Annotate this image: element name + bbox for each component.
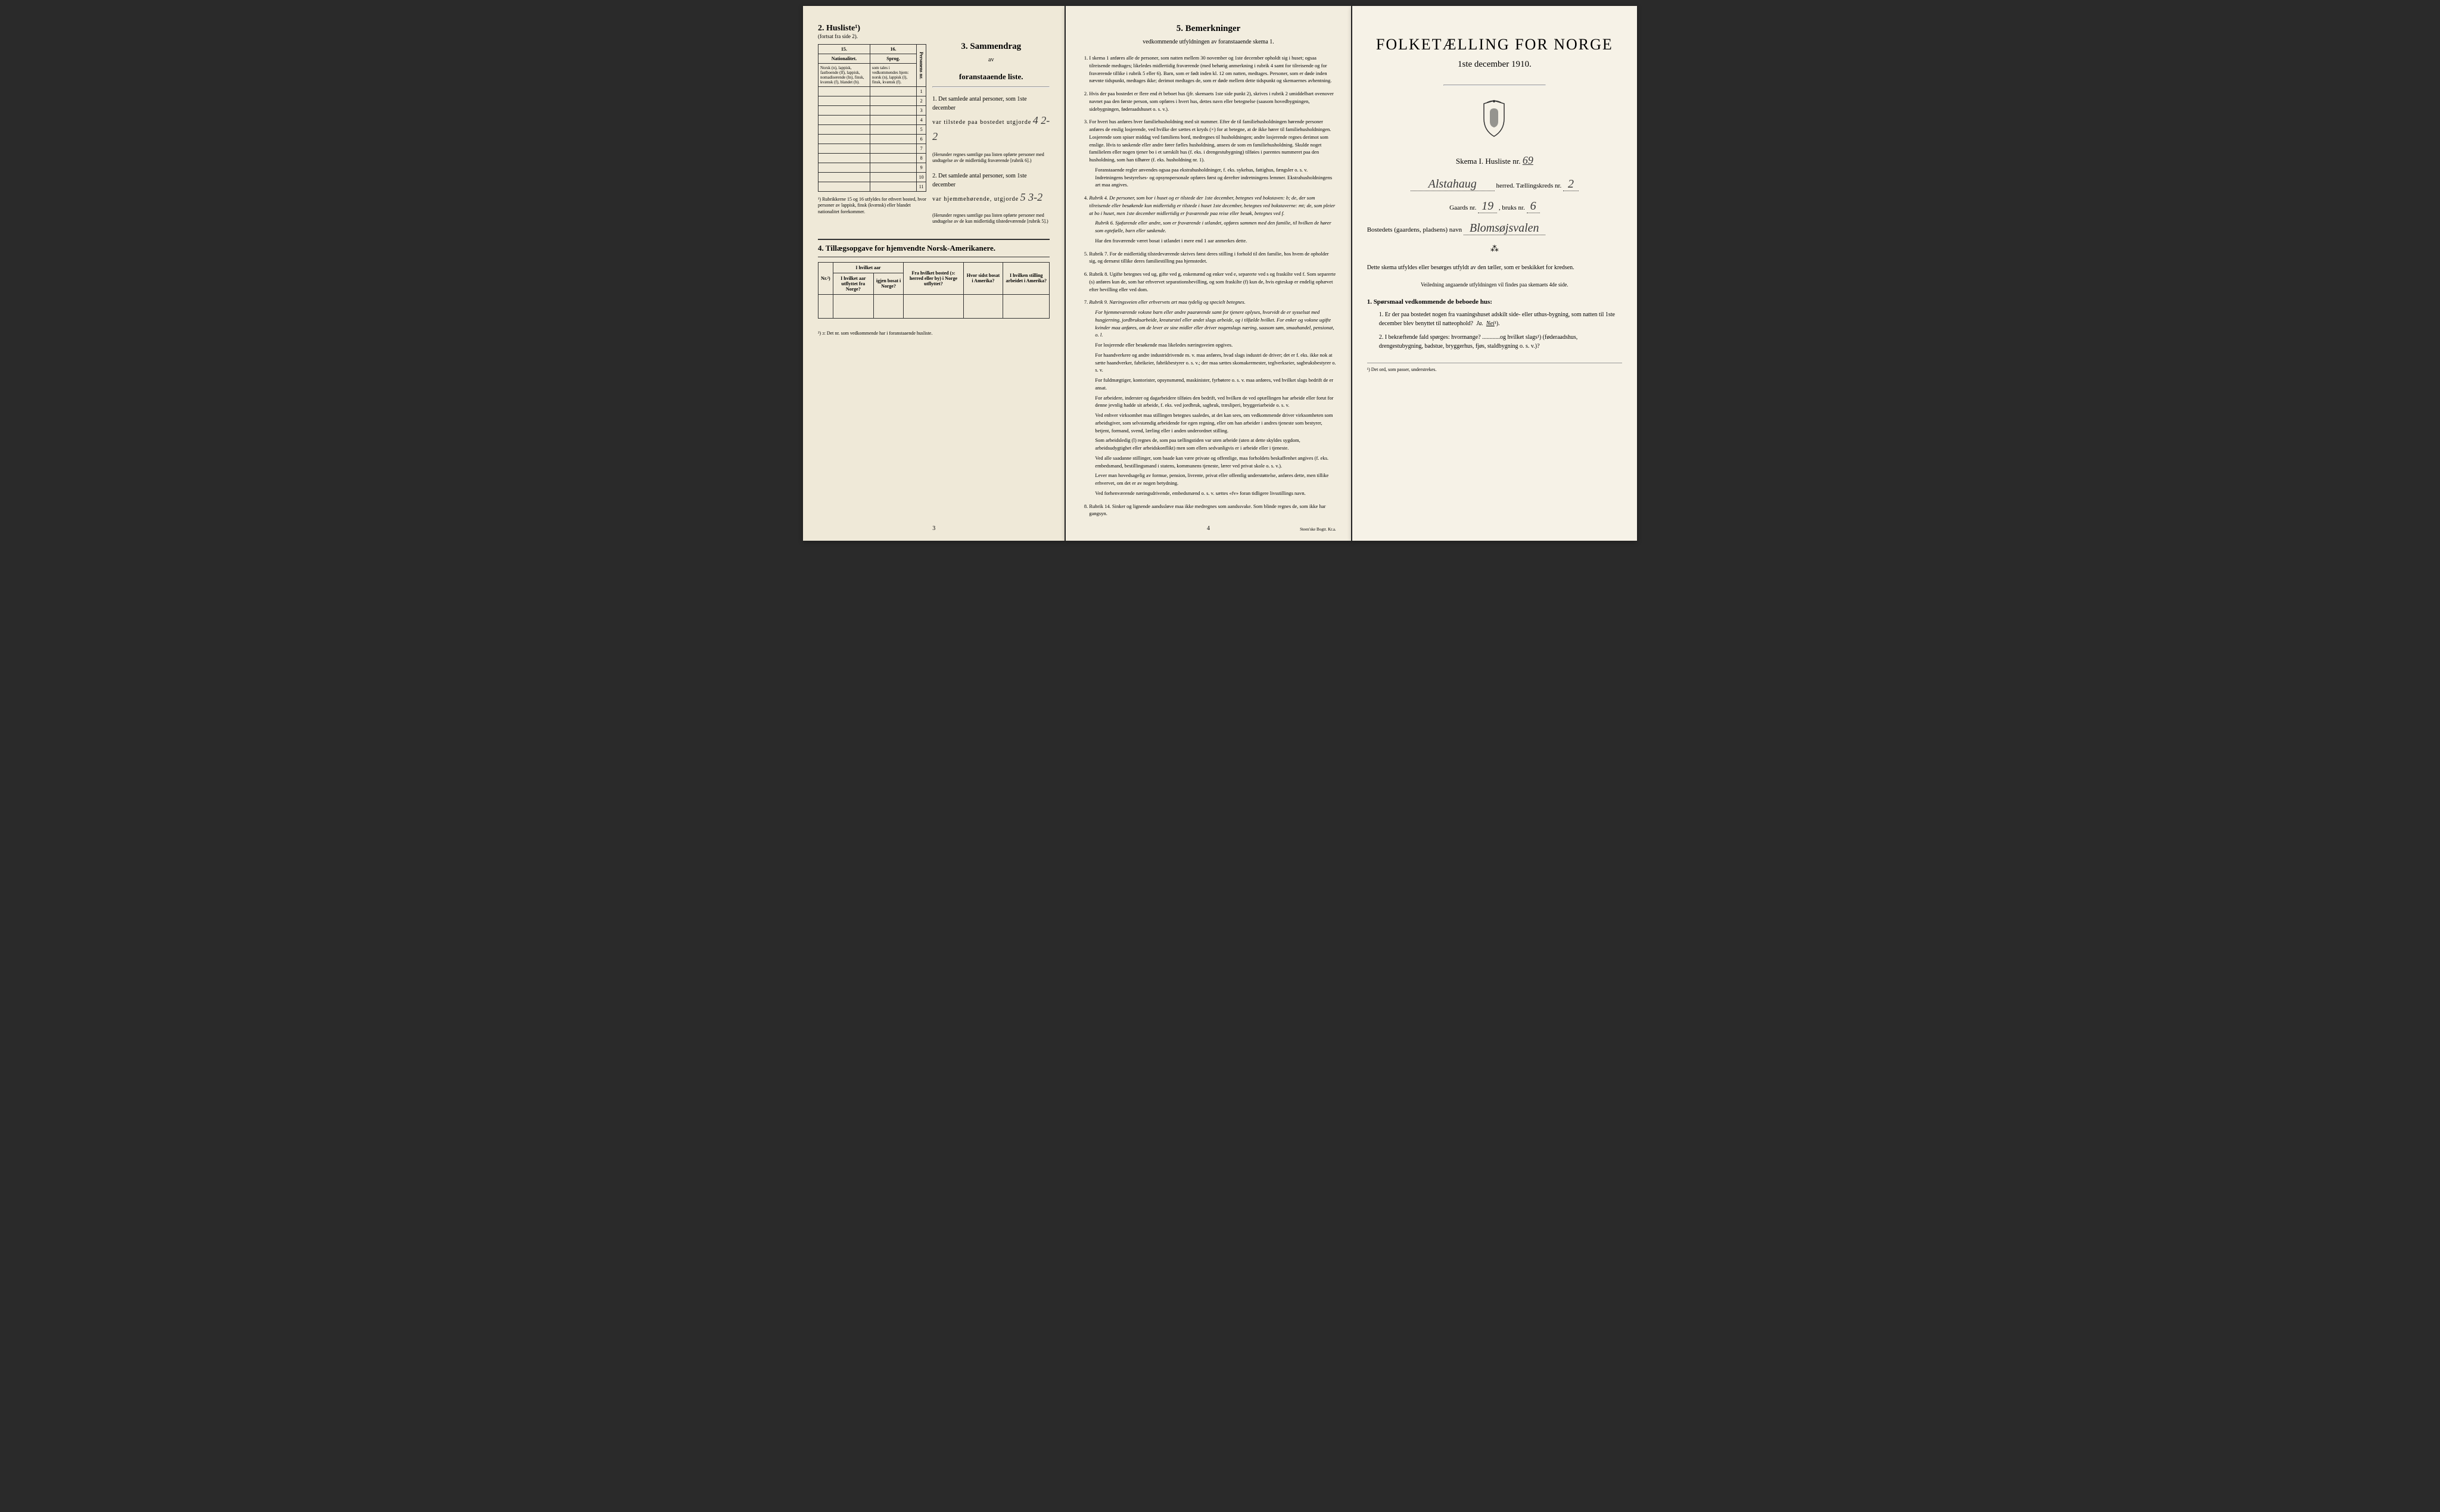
nei-option: Nei (1486, 320, 1495, 327)
sammendrag-sub1: av (932, 57, 1050, 63)
page-num-4: 4 (1207, 525, 1210, 532)
row-3: 3 (917, 106, 926, 116)
row-10: 10 (917, 173, 926, 182)
col-15: 15. (818, 45, 870, 54)
bem-7c: For haandverkere og andre industridriven… (1095, 351, 1336, 374)
bem-7d: For fuldmægtiger, kontorister, opsynsmæn… (1095, 376, 1336, 392)
coat-of-arms-icon (1478, 98, 1511, 139)
coat-of-arms (1367, 98, 1622, 142)
bem-7g: Som arbeidsledig (l) regnes de, som paa … (1095, 437, 1336, 452)
row-5: 5 (917, 125, 926, 135)
ornament: ⁂ (1367, 244, 1622, 254)
question-1: 1. Er der paa bostedet nogen fra vaaning… (1379, 310, 1622, 328)
gaards-value: 19 (1478, 199, 1497, 213)
tillaeg-col-utflyttet: I hvilket aar utflyttet fra Norge? (833, 273, 873, 294)
tillaeg-col-stilling: I hvilken stilling arbeidet i Amerika? (1003, 262, 1050, 294)
row-8: 8 (917, 154, 926, 163)
nationality-desc: Norsk (n), lappisk, fastboende (lf), lap… (818, 64, 870, 87)
herred-line: Alstahaug herred. Tællingskreds nr. 2 (1367, 177, 1622, 191)
tillaeg-col-nr: Nr.²) (818, 262, 833, 294)
sammendrag-sub2: foranstaaende liste. (932, 72, 1050, 82)
bem-7a: For hjemmeværende voksne barn eller andr… (1095, 308, 1336, 339)
main-title: FOLKETÆLLING FOR NORGE (1367, 36, 1622, 54)
bem-6: Rubrik 8. Ugifte betegnes ved ug, gifte … (1089, 270, 1336, 293)
tillaeg-table: Nr.²) I hvilket aar Fra hvilket bosted (… (818, 262, 1050, 319)
row-9: 9 (917, 163, 926, 173)
question-2: 2. I bekræftende fald spørges: hvormange… (1379, 333, 1622, 351)
bem-7f: Ved enhver virksomhet maa stillingen bet… (1095, 411, 1336, 434)
bosted-value: Blomsøjsvalen (1464, 222, 1545, 235)
right-footnote: ¹) Det ord, som passer, understrekes. (1367, 363, 1622, 372)
tillaeg-col-bosat: igjen bosat i Norge? (873, 273, 903, 294)
bem-7i: Lever man hovedsagelig av formue, pensio… (1095, 472, 1336, 487)
tillaeg-col-fra: Fra hvilket bosted (ɔ: herred eller by) … (904, 262, 963, 294)
bem-7h: Ved alle saadanne stillinger, som baade … (1095, 454, 1336, 470)
bem-1: I skema 1 anføres alle de personer, som … (1089, 54, 1336, 85)
question-header: 1. Spørsmaal vedkommende de beboede hus: (1367, 298, 1622, 305)
tillaeg-col-aar: I hvilket aar (833, 262, 904, 273)
bemerkninger-list: I skema 1 anføres alle de personer, som … (1081, 54, 1336, 517)
instruction-1: Dette skema utfyldes eller besørges utfy… (1367, 263, 1622, 272)
printer-note: Steen'ske Bogtr. Kr.a. (1300, 527, 1336, 532)
bem-4b: Har den fraværende været bosat i utlande… (1095, 237, 1336, 245)
sprog-header: Sprog. (870, 54, 916, 64)
tillaeg-col-hvor: Hvor sidst bosat i Amerika? (963, 262, 1003, 294)
bemerkninger-title: 5. Bemerkninger (1081, 24, 1336, 34)
gaards-line: Gaards nr. 19 , bruks nr. 6 (1367, 199, 1622, 213)
bem-3: For hvert hus anføres hver familiehushol… (1089, 118, 1336, 189)
bemerkninger-subtitle: vedkommende utfyldningen av foranstaaend… (1081, 39, 1336, 45)
bem-3-sub: Foranstaaende regler anvendes ogsaa paa … (1095, 166, 1336, 189)
sprog-desc: som tales i vedkommendes hjem: norsk (n)… (870, 64, 916, 87)
col-16: 16. (870, 45, 916, 54)
kreds-value: 2 (1563, 177, 1579, 191)
row-1: 1 (917, 87, 926, 96)
row-11: 11 (917, 182, 926, 192)
item2-note: (Herunder regnes samtlige paa listen opf… (932, 213, 1050, 225)
bem-4: Rubrik 4. De personer, som bor i huset o… (1089, 194, 1336, 245)
bem-7e: For arbeidere, inderster og dagarbeidere… (1095, 394, 1336, 410)
instruction-2: Veiledning angaaende utfyldningen vil fi… (1367, 281, 1622, 289)
skema-line: Skema I. Husliste nr. 69 (1367, 154, 1622, 167)
page-left: 2. Husliste¹) (fortsat fra side 2). 15. … (803, 6, 1065, 541)
date-line: 1ste december 1910. (1367, 60, 1622, 70)
bosted-line: Bostedets (gaardens, pladsens) navn Blom… (1367, 222, 1622, 235)
tillaeg-title: 4. Tillægsopgave for hjemvendte Norsk-Am… (818, 239, 1050, 257)
sammendrag-title: 3. Sammendrag (932, 42, 1050, 52)
sammendrag-item2: 2. Det samlede antal personer, som 1ste … (932, 172, 1050, 205)
bem-8: Rubrik 14. Sinker og lignende aandssløve… (1089, 503, 1336, 518)
hjemme-value: 5 3-2 (1020, 191, 1043, 203)
bruks-value: 6 (1527, 199, 1540, 213)
herred-value: Alstahaug (1411, 177, 1495, 191)
bem-5: Rubrik 7. For de midlertidig tilstedevær… (1089, 250, 1336, 266)
page-middle: 5. Bemerkninger vedkommende utfyldningen… (1066, 6, 1350, 541)
row-7: 7 (917, 144, 926, 154)
bem-2: Hvis der paa bostedet er flere end ét be… (1089, 90, 1336, 113)
nationality-header: Nationalitet. (818, 54, 870, 64)
person-nr-header: Personens nr. (917, 45, 926, 87)
item1-note: (Herunder regnes samtlige paa listen opf… (932, 152, 1050, 164)
nationality-table: 15. 16. Personens nr. Nationalitet. Spro… (818, 44, 926, 192)
bem-7j: Ved forhenværende næringsdrivende, embed… (1095, 490, 1336, 497)
husliste-title: 2. Husliste¹) (818, 24, 926, 33)
ja-option: Ja. (1476, 320, 1483, 327)
row-2: 2 (917, 96, 926, 106)
husliste-nr: 69 (1523, 154, 1533, 166)
husliste-footnote: ¹) Rubrikkerne 15 og 16 utfyldes for eth… (818, 197, 926, 215)
page-num-3: 3 (932, 525, 935, 532)
husliste-subtitle: (fortsat fra side 2). (818, 33, 926, 39)
sammendrag-item1: 1. Det samlede antal personer, som 1ste … (932, 95, 1050, 145)
row-6: 6 (917, 135, 926, 144)
row-4: 4 (917, 116, 926, 125)
tillaeg-footnote: ²) ɔ: Det nr. som vedkommende har i fora… (818, 331, 1050, 336)
bem-7b: For losjerende eller besøkende maa likel… (1095, 341, 1336, 349)
bem-7: Rubrik 9. Næringsveien eller erhvervets … (1089, 298, 1336, 497)
page-right: FOLKETÆLLING FOR NORGE 1ste december 191… (1352, 6, 1637, 541)
bem-4a: Rubrik 6. Sjøfarende eller andre, som er… (1095, 219, 1336, 235)
document-container: 2. Husliste¹) (fortsat fra side 2). 15. … (803, 6, 1637, 541)
